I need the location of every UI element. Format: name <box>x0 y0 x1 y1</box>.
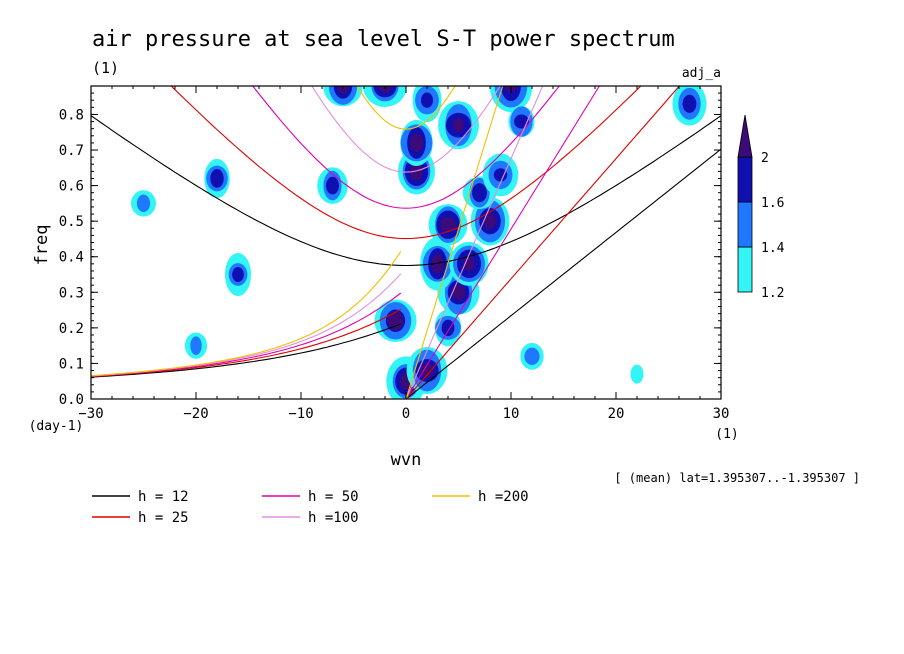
power-contour <box>472 183 487 203</box>
y-axis-label: freq <box>32 225 52 266</box>
colorbar-label: 1.6 <box>761 196 784 211</box>
y-tick-label: 0.7 <box>59 143 84 159</box>
power-contour <box>453 118 464 133</box>
kelvin-curve <box>405 148 721 399</box>
kelvin-curve <box>405 86 681 399</box>
power-contour <box>420 363 434 378</box>
x-axis-unit: (1) <box>715 427 738 442</box>
power-contour <box>337 86 349 94</box>
power-contour <box>682 94 697 113</box>
x-tick-label: −30 <box>78 406 103 422</box>
power-contour <box>232 266 244 283</box>
plot-area <box>90 85 722 400</box>
power-contour <box>378 86 392 93</box>
legend-label: h = 25 <box>138 510 189 526</box>
power-contour <box>326 176 339 195</box>
legend-label: h =200 <box>478 489 529 505</box>
x-tick-label: −20 <box>183 406 208 422</box>
power-contour <box>524 347 540 365</box>
power-contour <box>493 168 508 182</box>
x-tick-label: 10 <box>503 406 520 422</box>
y-tick-label: 0.4 <box>59 250 84 266</box>
power-contour <box>501 86 521 102</box>
power-contour <box>210 169 224 188</box>
power-contour <box>410 133 423 153</box>
power-contour <box>190 336 202 355</box>
colorbar: 1.2 1.4 1.6 2 <box>737 114 785 301</box>
x-tick-label: 0 <box>402 406 410 422</box>
averaging-note: [ (mean) lat=1.395307..-1.395307 ] <box>614 471 860 485</box>
legend: h = 12 h = 25 h = 50 h =100 h =200 <box>92 489 529 526</box>
legend-label: h = 50 <box>308 489 359 505</box>
x-tick-label: −10 <box>288 406 313 422</box>
power-contour <box>431 254 444 274</box>
x-tick-label: 30 <box>713 406 730 422</box>
mrg-curve <box>91 323 401 378</box>
y-tick-label: 0.3 <box>59 285 84 301</box>
inertia-gravity-curve <box>91 115 721 267</box>
title-units: (1) <box>92 59 119 77</box>
power-contour <box>441 319 455 337</box>
y-tick-label: 0.8 <box>59 107 84 123</box>
y-tick-label: 0.6 <box>59 179 84 195</box>
colorbar-segment <box>737 156 753 203</box>
y-axis-unit: (day-1) <box>29 419 84 434</box>
power-contour <box>440 217 456 233</box>
x-tick-label: 20 <box>608 406 625 422</box>
power-contour <box>483 213 497 229</box>
inertia-gravity-curve <box>252 86 560 209</box>
inertia-gravity-curve <box>170 86 642 240</box>
legend-label: h =100 <box>308 510 359 526</box>
power-contour <box>451 284 466 300</box>
colorbar-extend-arrow <box>737 114 753 158</box>
y-tick-label: 0.2 <box>59 321 84 337</box>
legend-label: h = 12 <box>138 489 189 505</box>
colorbar-segment <box>737 246 753 293</box>
inertia-gravity-curve <box>311 86 501 173</box>
y-tick-label: 0.0 <box>59 392 84 408</box>
power-contour <box>630 364 644 384</box>
x-axis-label: wvn <box>391 450 422 470</box>
y-tick-label: 0.5 <box>59 214 84 230</box>
colorbar-label: 1.2 <box>761 286 784 301</box>
colorbar-label: 2 <box>761 151 769 166</box>
chart-title: air pressure at sea level S-T power spec… <box>92 27 675 52</box>
inertia-gravity-curve <box>356 86 456 130</box>
power-contour <box>387 311 404 331</box>
colorbar-segment <box>737 201 753 248</box>
colorbar-label: 1.4 <box>761 241 785 256</box>
y-tick-label: 0.1 <box>59 356 84 372</box>
kelvin-curve <box>405 86 504 399</box>
kelvin-curve <box>405 86 601 399</box>
power-contour <box>136 194 151 213</box>
experiment-label: adj_a <box>682 66 721 81</box>
mrg-curve <box>91 251 402 377</box>
kelvin-curve <box>405 86 544 399</box>
power-contour <box>420 92 434 108</box>
